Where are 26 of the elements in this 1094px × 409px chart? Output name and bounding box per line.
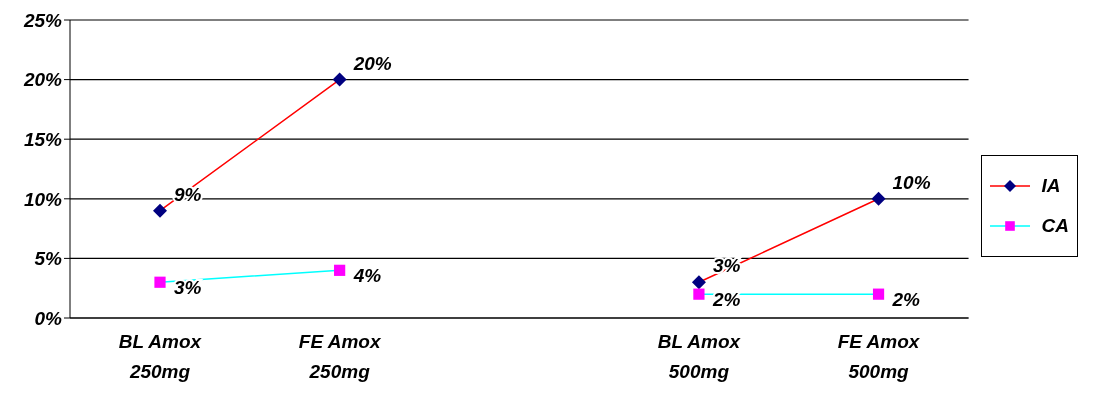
point bbox=[872, 288, 885, 300]
y-tick-label: 25% bbox=[22, 9, 63, 31]
y-tick-label: 10% bbox=[23, 188, 63, 210]
point bbox=[871, 191, 886, 206]
point bbox=[154, 276, 166, 288]
point bbox=[153, 203, 167, 218]
x-tick-label: BL Amox 500mg bbox=[657, 331, 742, 382]
data-label: 3% bbox=[174, 277, 202, 299]
legend-label: CA bbox=[1041, 214, 1069, 237]
point bbox=[334, 264, 346, 276]
data-label: 2% bbox=[891, 289, 921, 311]
point bbox=[332, 72, 347, 87]
data-label: 2% bbox=[711, 289, 741, 311]
legend-label: IA bbox=[1041, 174, 1061, 197]
data-label: 4% bbox=[352, 265, 382, 287]
data-label: 20% bbox=[352, 52, 392, 74]
point bbox=[691, 275, 706, 290]
y-tick-label: 5% bbox=[34, 248, 63, 270]
point bbox=[693, 288, 705, 300]
x-tick-label: FE Amox 500mg bbox=[837, 331, 921, 382]
x-tick-label: FE Amox 250mg bbox=[298, 331, 382, 382]
y-tick-label: 0% bbox=[34, 307, 63, 329]
data-label: 10% bbox=[892, 171, 931, 193]
y-tick-label: 15% bbox=[23, 128, 63, 150]
y-tick-label: 20% bbox=[22, 69, 63, 91]
x-tick-label: BL Amox 250mg bbox=[118, 331, 203, 382]
